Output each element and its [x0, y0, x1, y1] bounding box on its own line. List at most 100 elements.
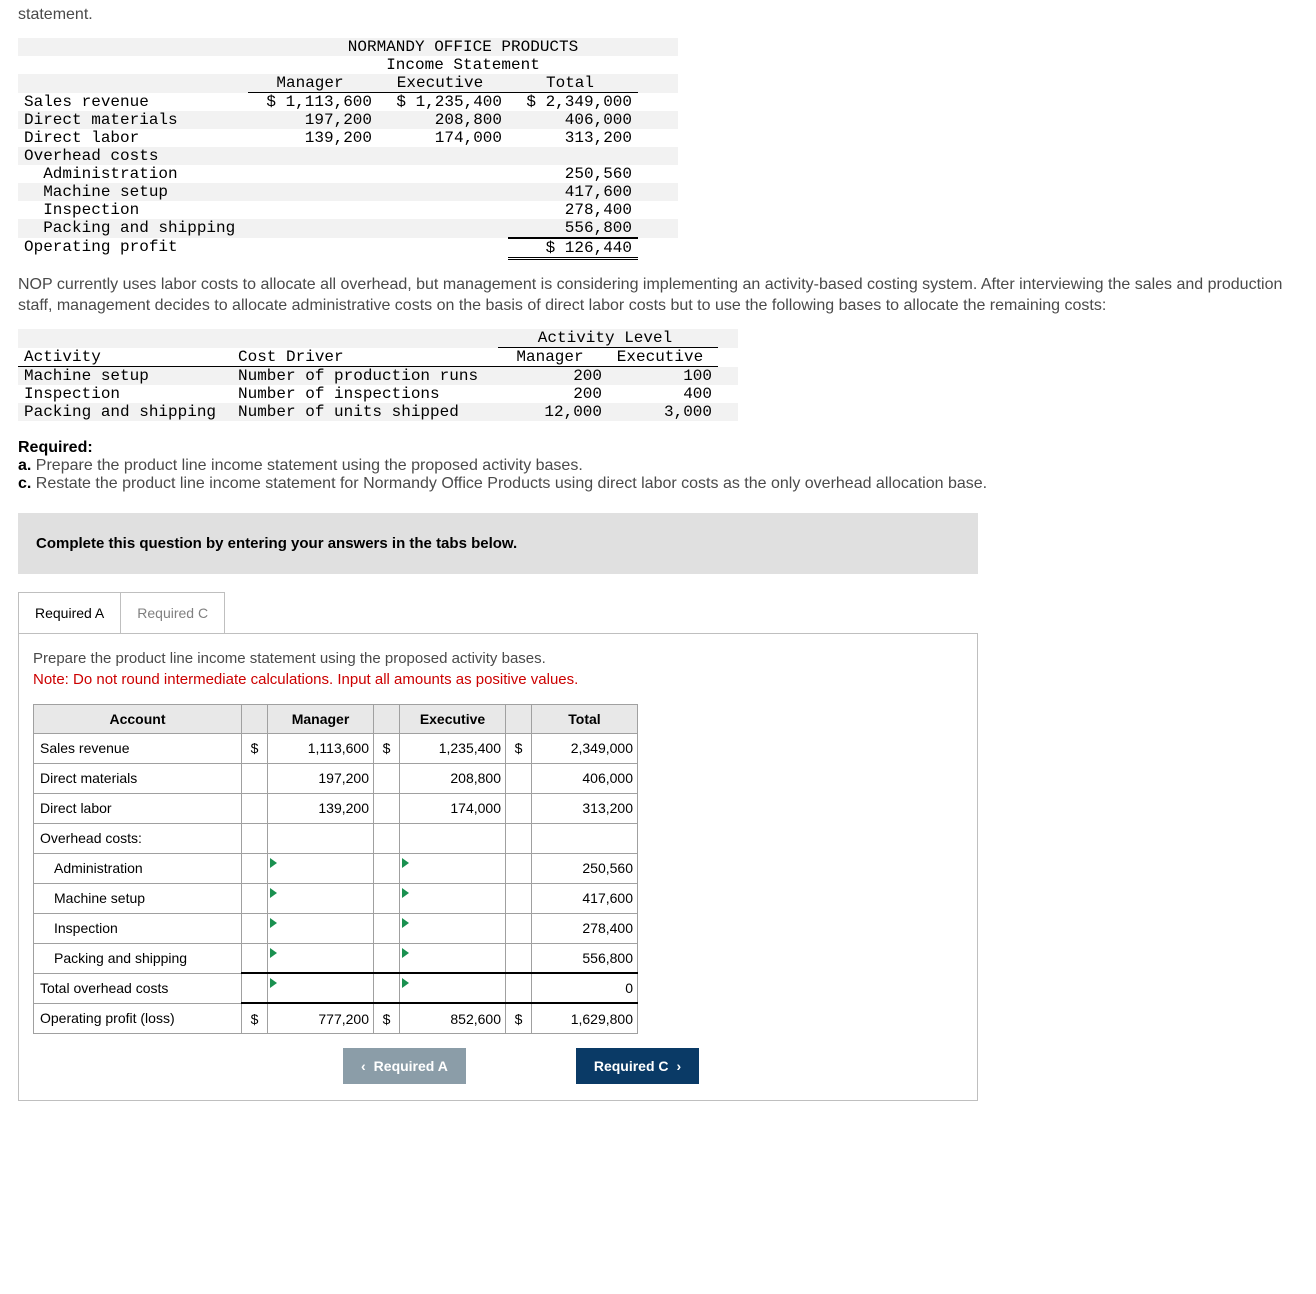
activity-level-header: Activity Level — [498, 329, 718, 348]
cell-value: $ 1,235,400 — [378, 93, 508, 111]
executive-cell — [400, 913, 506, 943]
account-label: Packing and shipping — [34, 943, 242, 973]
currency-symbol — [374, 973, 400, 1003]
account-label: Machine setup — [34, 883, 242, 913]
account-label: Inspection — [34, 913, 242, 943]
manager-cell — [268, 823, 374, 853]
cell-value: 406,000 — [508, 111, 638, 129]
manager-input[interactable] — [268, 734, 373, 763]
executive-cell — [400, 883, 506, 913]
currency-symbol — [242, 853, 268, 883]
executive-input[interactable] — [400, 914, 505, 943]
cell-value: 313,200 — [508, 129, 638, 147]
total-input[interactable] — [532, 764, 637, 793]
executive-input[interactable] — [400, 944, 505, 973]
manager-cell — [268, 793, 374, 823]
header-driver: Cost Driver — [238, 348, 498, 367]
nav-next-button[interactable]: Required C › — [576, 1048, 699, 1084]
col-header-manager: Manager — [248, 74, 378, 93]
prompt-bar: Complete this question by entering your … — [18, 513, 978, 574]
executive-input[interactable] — [400, 884, 505, 913]
account-label: Administration — [34, 853, 242, 883]
tab-required-a[interactable]: Required A — [18, 592, 121, 634]
col-header-executive: Executive — [378, 74, 508, 93]
table-row: Overhead costs: — [34, 823, 638, 853]
tab-required-c[interactable]: Required C — [120, 592, 225, 634]
total-cell — [532, 973, 638, 1003]
total-input[interactable] — [532, 734, 637, 763]
cell-value: 417,600 — [508, 183, 638, 201]
grid-header-total: Total — [532, 704, 638, 733]
currency-symbol — [506, 973, 532, 1003]
executive-cell — [400, 973, 506, 1003]
currency-symbol: $ — [374, 1003, 400, 1033]
executive-input[interactable] — [400, 854, 505, 883]
answer-area: Complete this question by entering your … — [18, 513, 978, 1101]
currency-symbol: $ — [242, 733, 268, 763]
cell-value: $ 126,440 — [508, 238, 638, 260]
executive-input[interactable] — [400, 974, 505, 1002]
manager-input[interactable] — [268, 824, 373, 853]
total-input[interactable] — [532, 854, 637, 883]
row-label: Administration — [18, 165, 248, 183]
row-label: Operating profit — [18, 238, 248, 260]
row-label: Overhead costs — [18, 147, 248, 165]
paragraph: NOP currently uses labor costs to alloca… — [0, 270, 1316, 323]
executive-input[interactable] — [400, 734, 505, 763]
currency-symbol — [374, 853, 400, 883]
table-row: Operating profit (loss)$$$ — [34, 1003, 638, 1033]
total-input[interactable] — [532, 974, 637, 1002]
total-cell — [532, 853, 638, 883]
executive-input[interactable] — [400, 1004, 505, 1033]
currency-symbol — [506, 943, 532, 973]
manager-input[interactable] — [268, 884, 373, 913]
activity-cell: Machine setup — [18, 367, 238, 385]
manager-cell — [268, 883, 374, 913]
total-input[interactable] — [532, 884, 637, 913]
currency-symbol: $ — [242, 1003, 268, 1033]
manager-input[interactable] — [268, 764, 373, 793]
account-label: Operating profit (loss) — [34, 1003, 242, 1033]
table-row: Packing and shipping — [34, 943, 638, 973]
manager-input[interactable] — [268, 944, 373, 973]
total-input[interactable] — [532, 914, 637, 943]
table-row: Direct materials — [34, 763, 638, 793]
header-manager: Manager — [498, 348, 608, 367]
total-input[interactable] — [532, 944, 637, 973]
nav-prev-button[interactable]: ‹ Required A — [343, 1048, 466, 1084]
grid-header-executive: Executive — [400, 704, 506, 733]
manager-input[interactable] — [268, 794, 373, 823]
col-header-total: Total — [508, 74, 638, 93]
manager-cell — [268, 1003, 374, 1033]
executive-input[interactable] — [400, 824, 505, 853]
manager-cell — [268, 763, 374, 793]
grid-header-account: Account — [34, 704, 242, 733]
manager-input[interactable] — [268, 854, 373, 883]
row-label: Inspection — [18, 201, 248, 219]
executive-cell — [400, 823, 506, 853]
executive-input[interactable] — [400, 764, 505, 793]
manager-input[interactable] — [268, 1004, 373, 1033]
manager-input[interactable] — [268, 974, 373, 1002]
company-name: NORMANDY OFFICE PRODUCTS — [248, 38, 678, 56]
total-input[interactable] — [532, 1004, 637, 1033]
tabs: Required A Required C — [18, 592, 978, 634]
table-row: Administration — [34, 853, 638, 883]
manager-input[interactable] — [268, 914, 373, 943]
account-label: Direct materials — [34, 763, 242, 793]
executive-cell: 100 — [608, 367, 718, 385]
cell-value: 250,560 — [508, 165, 638, 183]
executive-cell — [400, 763, 506, 793]
currency-symbol — [242, 793, 268, 823]
executive-input[interactable] — [400, 794, 505, 823]
total-input[interactable] — [532, 794, 637, 823]
cell-value: 139,200 — [248, 129, 378, 147]
table-row: Sales revenue$$$ — [34, 733, 638, 763]
manager-cell — [268, 973, 374, 1003]
row-label: Direct materials — [18, 111, 248, 129]
executive-cell — [400, 733, 506, 763]
currency-symbol: $ — [506, 733, 532, 763]
page-fragment-text: statement. — [0, 0, 1316, 32]
total-cell — [532, 943, 638, 973]
total-input[interactable] — [532, 824, 637, 853]
